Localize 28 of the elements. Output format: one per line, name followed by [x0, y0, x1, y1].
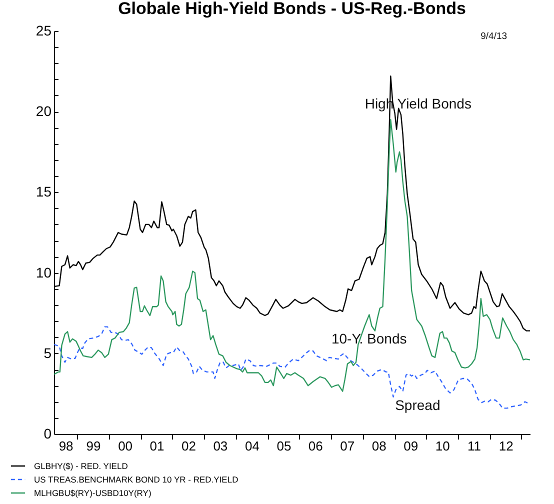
legend-label: MLHGBU$(RY)-USBD10Y(RY)	[34, 488, 152, 498]
x-tick-label: 12	[498, 438, 514, 454]
x-tick-label: 10	[435, 438, 450, 454]
line-series	[54, 119, 530, 392]
x-tick-label: 01	[150, 438, 164, 454]
x-tick-label: 04	[245, 438, 260, 454]
x-tick-label: 08	[372, 438, 386, 454]
x-tick-label: 03	[213, 438, 228, 454]
x-tick-label: 06	[308, 438, 323, 454]
legend-label: US TREAS.BENCHMARK BOND 10 YR - RED.YIELD	[34, 474, 238, 484]
x-tick-label: 00	[118, 438, 133, 454]
legend-label: GLBHY($) - RED. YIELD	[34, 461, 128, 471]
annotation: Spread	[395, 397, 440, 414]
x-tick-label: 09	[404, 438, 418, 454]
x-tick-label: 05	[276, 438, 292, 454]
x-tick-label: 02	[181, 438, 196, 454]
y-tick-label: 5	[44, 344, 52, 361]
y-tick-label: 20	[36, 103, 52, 120]
y-tick-label: 0	[44, 426, 52, 442]
x-tick-label: 99	[86, 438, 101, 454]
x-tick-label: 11	[468, 438, 482, 454]
chart-title: Globale High-Yield Bonds - US-Reg.-Bonds	[118, 0, 466, 18]
x-tick-label: 98	[58, 438, 74, 454]
y-tick-label: 25	[36, 22, 52, 38]
x-tick-label: 07	[340, 438, 355, 454]
y-tick-label: 10	[36, 264, 52, 280]
annotation: 9/4/13	[480, 30, 508, 42]
y-tick-label: 15	[36, 184, 52, 200]
